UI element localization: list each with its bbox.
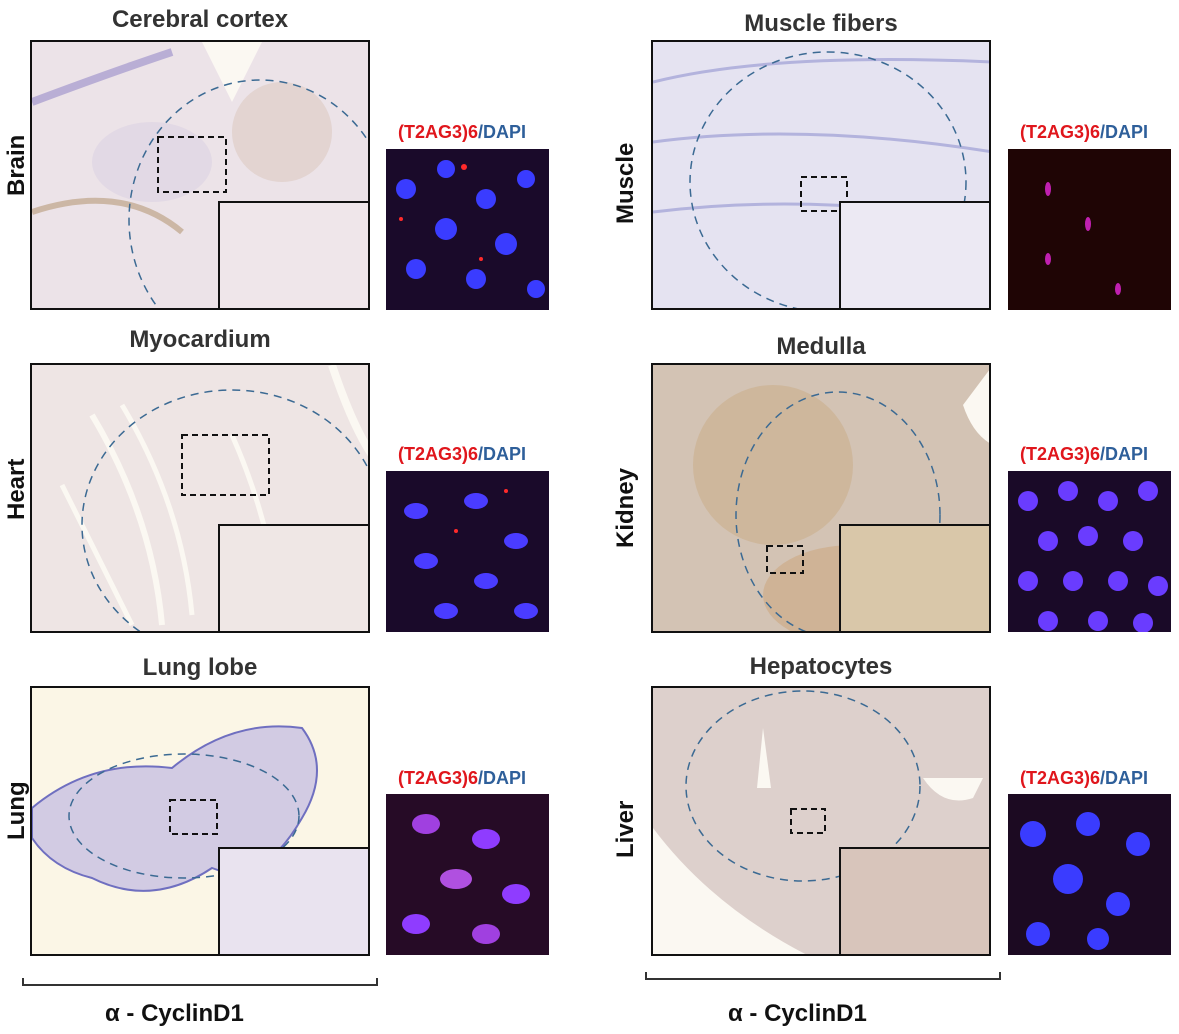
panel-title-liver: Hepatocytes: [749, 653, 893, 680]
inset-kidney: [839, 524, 989, 631]
histology-image-liver: [651, 686, 991, 956]
fish-image-brain: [386, 149, 549, 310]
inset-brain: [218, 201, 368, 308]
tissue-label-kidney: Kidney: [612, 467, 639, 548]
fish-label-heart: (T2AG3)6/DAPI: [398, 444, 527, 464]
x-axis-label-right: α - CyclinD1: [728, 1000, 867, 1027]
fish-image-liver: [1008, 794, 1171, 955]
fish-image-heart: [386, 471, 549, 632]
panel-title-muscle: Muscle fibers: [744, 10, 898, 37]
fish-label-brain: (T2AG3)6/DAPI: [398, 122, 527, 142]
tissue-label-liver: Liver: [612, 800, 639, 858]
tissue-label-lung: Lung: [3, 781, 30, 840]
fish-image-lung: [386, 794, 549, 955]
histology-image-muscle: [651, 40, 991, 310]
x-axis-label-left: α - CyclinD1: [105, 1000, 244, 1027]
fish-label-muscle: (T2AG3)6/DAPI: [1020, 122, 1149, 142]
histology-image-kidney: [651, 363, 991, 633]
histology-image-heart: [30, 363, 370, 633]
panel-title-heart: Myocardium: [129, 326, 271, 353]
histology-image-brain: [30, 40, 370, 310]
tissue-label-brain: Brain: [3, 134, 30, 196]
fish-image-muscle: [1008, 149, 1171, 310]
x-axis-bracket-left: [22, 978, 378, 986]
inset-liver: [839, 847, 989, 954]
inset-lung: [218, 847, 368, 954]
x-axis-bracket-right: [645, 972, 1001, 980]
inset-heart: [218, 524, 368, 631]
fish-label-kidney: (T2AG3)6/DAPI: [1020, 444, 1149, 464]
fish-label-liver: (T2AG3)6/DAPI: [1020, 768, 1149, 788]
fish-label-lung: (T2AG3)6/DAPI: [398, 768, 527, 788]
tissue-label-muscle: Muscle: [612, 142, 639, 224]
panel-title-lung: Lung lobe: [142, 654, 258, 681]
fish-image-kidney: [1008, 471, 1171, 632]
tissue-label-heart: Heart: [3, 458, 30, 520]
inset-muscle: [839, 201, 989, 308]
panel-title-kidney: Medulla: [776, 333, 866, 360]
panel-title-brain: Cerebral cortex: [111, 6, 289, 33]
histology-image-lung: [30, 686, 370, 956]
